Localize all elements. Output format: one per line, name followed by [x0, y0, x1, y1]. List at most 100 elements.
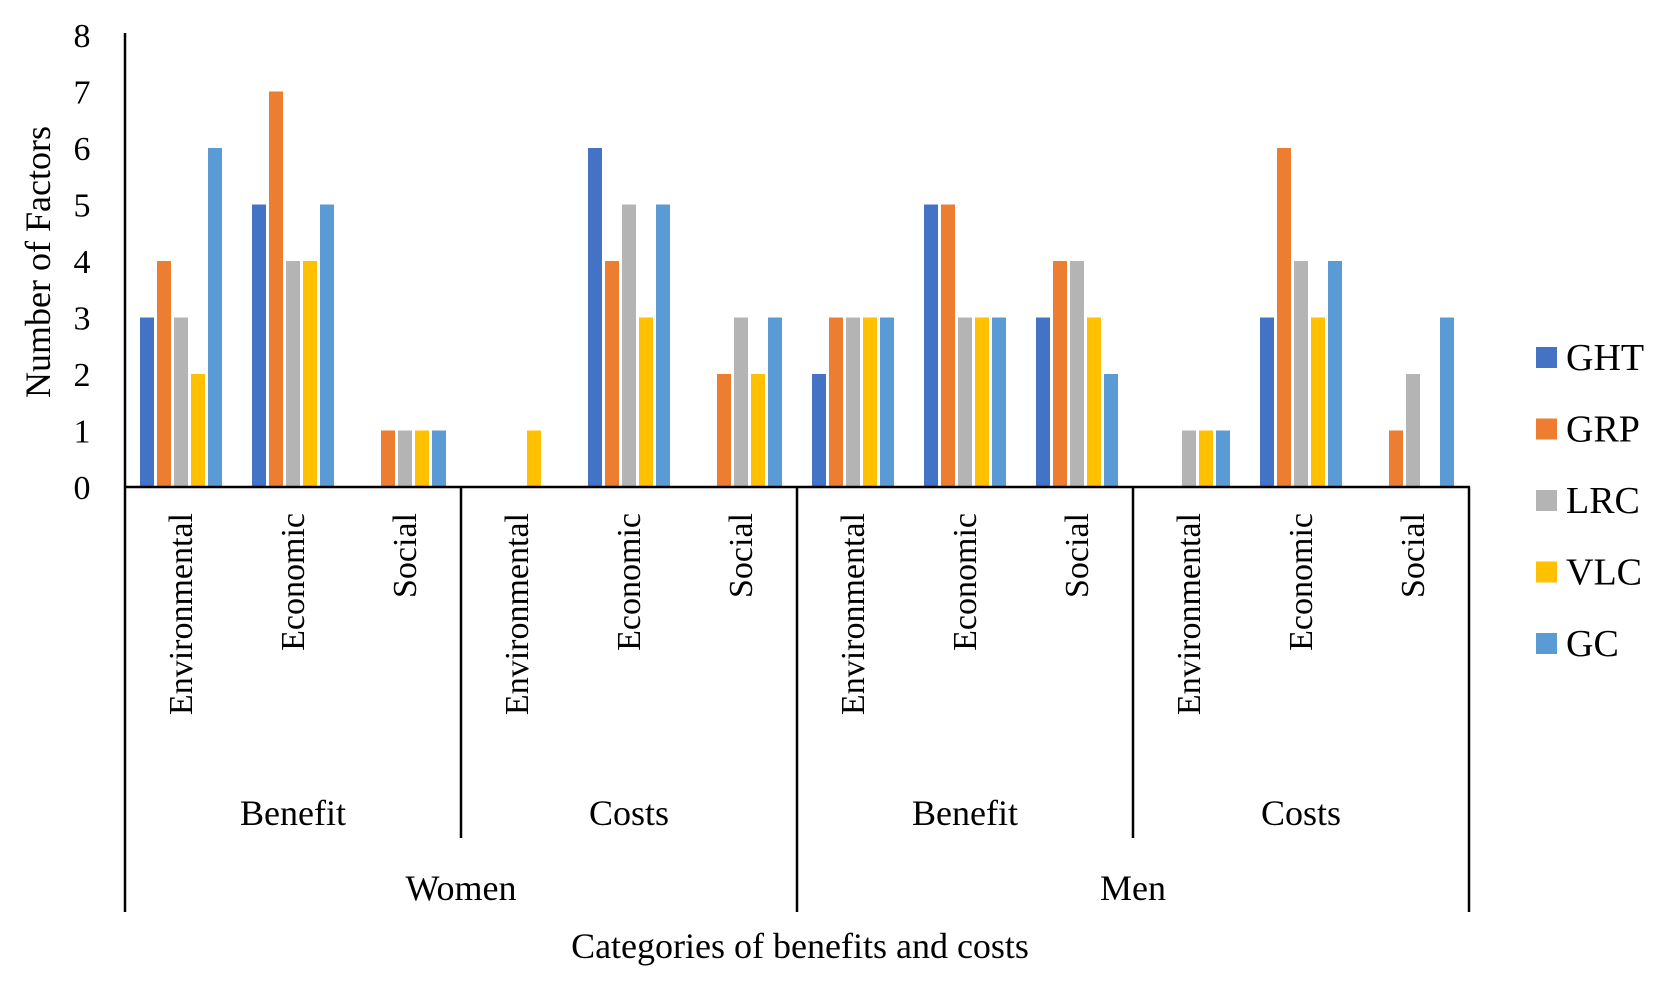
- legend-item-grp: GRP: [1536, 409, 1640, 451]
- bar-grp: [717, 374, 731, 487]
- bar-grp: [269, 91, 283, 487]
- bar-lrc: [734, 317, 748, 487]
- y-axis-title: Number of Factors: [18, 126, 58, 398]
- y-tick-label: 4: [74, 244, 91, 281]
- bar-lrc: [174, 317, 188, 487]
- bar-vlc: [527, 430, 541, 487]
- bar-grp: [1389, 430, 1403, 487]
- bar-grp: [829, 317, 843, 487]
- y-tick-label: 6: [74, 131, 91, 168]
- legend-item-vlc: VLC: [1536, 552, 1642, 594]
- legend-swatch: [1536, 418, 1557, 440]
- bar-grp: [157, 261, 171, 487]
- legend-label: VLC: [1566, 552, 1642, 594]
- bar-vlc: [863, 317, 877, 487]
- bar-vlc: [191, 374, 205, 487]
- bar-grp: [941, 204, 955, 487]
- y-tick-label: 8: [74, 18, 91, 55]
- legend-label: GHT: [1566, 337, 1644, 379]
- bar-gc: [208, 148, 222, 487]
- legend-label: GRP: [1566, 409, 1640, 451]
- x-axis-title: Categories of benefits and costs: [571, 926, 1029, 966]
- bar-lrc: [1070, 261, 1084, 487]
- legend-swatch: [1536, 347, 1557, 368]
- bar-lrc: [1406, 374, 1420, 487]
- legend-item-gc: GC: [1536, 623, 1619, 665]
- y-tick-label: 2: [74, 357, 91, 394]
- bar-lrc: [1182, 430, 1196, 487]
- bar-vlc: [639, 317, 653, 487]
- x-category-label: Environmental: [835, 513, 872, 715]
- bar-gc: [1328, 261, 1342, 487]
- x-category-label: Environmental: [1171, 513, 1208, 715]
- bar-vlc: [1311, 317, 1325, 487]
- x-category-label: Social: [387, 513, 424, 598]
- bar-ght: [252, 204, 266, 487]
- bar-vlc: [415, 430, 429, 487]
- x-subgroup-label-costs: Costs: [589, 793, 669, 833]
- x-category-label: Social: [723, 513, 760, 598]
- bar-ght: [812, 374, 826, 487]
- y-tick-label: 1: [74, 414, 91, 451]
- y-tick-label: 3: [74, 301, 91, 338]
- bar-vlc: [303, 261, 317, 487]
- x-category-labels: Environmental Economic Social Environmental…: [163, 513, 1432, 715]
- x-group-label-women: Women: [405, 868, 516, 908]
- bar-lrc: [958, 317, 972, 487]
- y-tick-labels: 0 1 2 3 4 5 6 7 8: [74, 18, 91, 507]
- bar-ght: [140, 317, 154, 487]
- bar-grp: [1053, 261, 1067, 487]
- bar-lrc: [286, 261, 300, 487]
- y-tick-label: 5: [74, 188, 91, 225]
- bar-ght: [1036, 317, 1050, 487]
- x-category-label: Economic: [275, 513, 312, 651]
- bar-grp: [381, 430, 395, 487]
- bar-grp: [1277, 148, 1291, 487]
- x-subgroup-label-benefit: Benefit: [912, 793, 1018, 833]
- bar-gc: [768, 317, 782, 487]
- x-category-label: Economic: [611, 513, 648, 651]
- x-subgroup-label-benefit: Benefit: [240, 793, 346, 833]
- legend-swatch: [1536, 633, 1557, 654]
- bar-gc: [432, 430, 446, 487]
- legend-swatch: [1536, 490, 1557, 511]
- x-category-label: Economic: [947, 513, 984, 651]
- legend: GHT GRP LRC VLC GC: [1536, 337, 1644, 665]
- legend-item-ght: GHT: [1536, 337, 1644, 379]
- bar-lrc: [398, 430, 412, 487]
- x-category-label: Environmental: [163, 513, 200, 715]
- bar-gc: [992, 317, 1006, 487]
- bar-vlc: [975, 317, 989, 487]
- x-category-label: Economic: [1283, 513, 1320, 651]
- bar-vlc: [1087, 317, 1101, 487]
- legend-swatch: [1536, 561, 1557, 583]
- bar-gc: [1216, 430, 1230, 487]
- bar-lrc: [622, 204, 636, 487]
- x-category-label: Environmental: [499, 513, 536, 715]
- legend-label: LRC: [1566, 480, 1640, 522]
- x-category-label: Social: [1395, 513, 1432, 598]
- axes-layer: [123, 33, 1471, 912]
- bar-vlc: [1199, 430, 1213, 487]
- legend-item-lrc: LRC: [1536, 480, 1640, 522]
- x-subgroup-label-costs: Costs: [1261, 793, 1341, 833]
- bar-ght: [588, 148, 602, 487]
- bar-gc: [320, 204, 334, 487]
- bar-gc: [1440, 317, 1454, 487]
- bar-vlc: [751, 374, 765, 487]
- bars-layer: [140, 91, 1454, 487]
- bar-gc: [880, 317, 894, 487]
- x-category-label: Social: [1059, 513, 1096, 598]
- bar-gc: [656, 204, 670, 487]
- bar-lrc: [846, 317, 860, 487]
- x-group-labels: Women Benefit Costs Men Benefit Costs: [240, 793, 1341, 908]
- bar-gc: [1104, 374, 1118, 487]
- bar-ght: [924, 204, 938, 487]
- bar-lrc: [1294, 261, 1308, 487]
- bar-ght: [1260, 317, 1274, 487]
- x-group-label-men: Men: [1100, 868, 1166, 908]
- y-tick-label: 0: [74, 470, 91, 507]
- bar-grp: [605, 261, 619, 487]
- y-tick-label: 7: [74, 75, 91, 112]
